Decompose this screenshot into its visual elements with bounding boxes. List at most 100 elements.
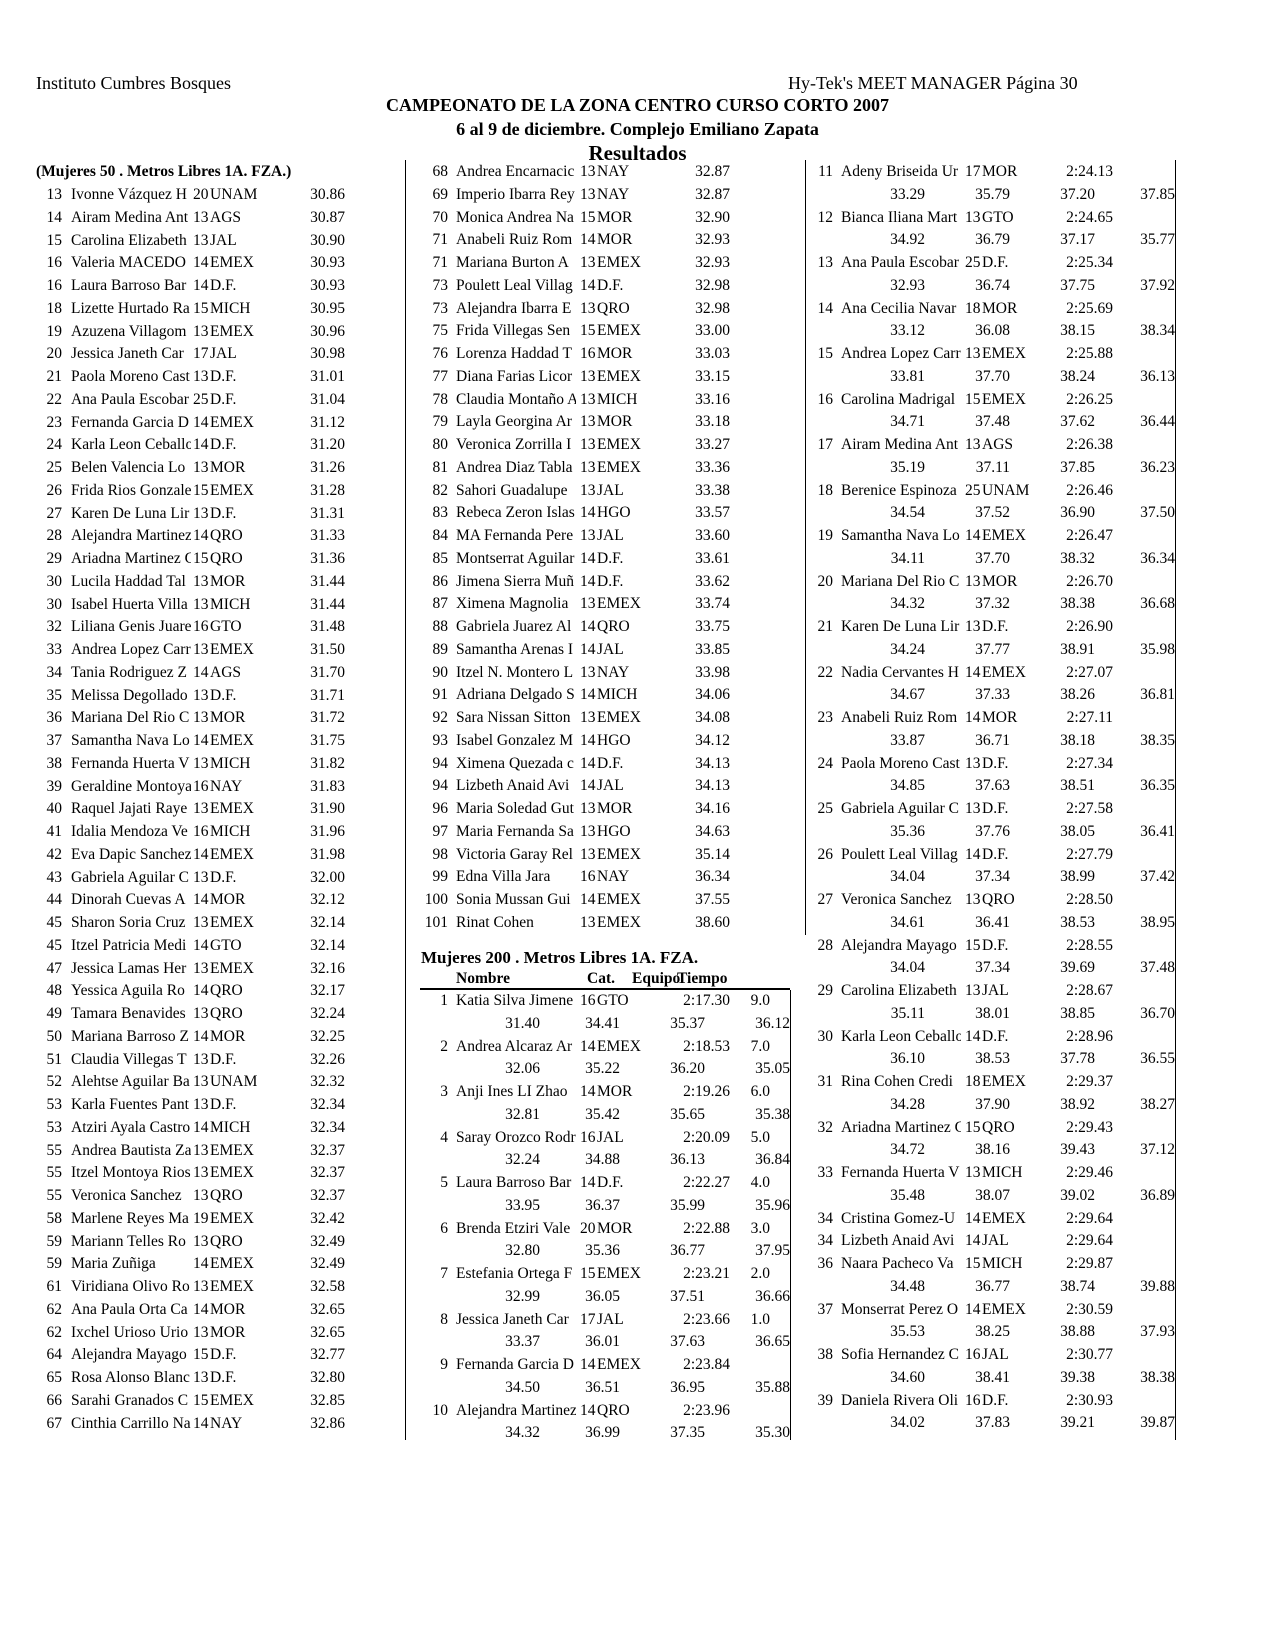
split-time: 36.68 (1140, 595, 1175, 613)
split-time: 34.28 (890, 1095, 925, 1113)
team: D.F. (210, 1369, 237, 1386)
split-time: 36.44 (1140, 413, 1175, 431)
time: 2:26.47 (1066, 527, 1113, 544)
swimmer-name: Mariann Telles Ro (71, 1232, 186, 1250)
time: 32.37 (310, 1141, 345, 1159)
place: 62 (46, 1300, 63, 1318)
age: 16 (965, 1346, 981, 1363)
time: 31.33 (310, 527, 345, 545)
time: 30.95 (310, 299, 345, 317)
swimmer-name: Sara Nissan Sitton (456, 709, 571, 726)
team: MOR (597, 1083, 633, 1100)
split-time: 37.75 (1060, 276, 1095, 294)
team: GTO (982, 208, 1014, 226)
split-time: 38.41 (975, 1368, 1010, 1386)
age: 14 (580, 1401, 596, 1419)
swimmer-name: Airam Medina Ant (71, 208, 189, 226)
team: D.F. (210, 1050, 237, 1068)
swimmer-name: Ana Paula Escobar (841, 254, 959, 271)
place: 53 (46, 1118, 63, 1136)
place: 38 (817, 1346, 834, 1363)
place: 94 (432, 777, 449, 795)
time: 31.82 (310, 754, 345, 772)
team: EMEX (982, 390, 1026, 408)
swimmer-name: Liliana Genis Juare (71, 618, 191, 636)
time: 2:26.46 (1066, 481, 1113, 499)
place: 69 (432, 185, 449, 203)
place: 64 (46, 1346, 63, 1364)
time: 2:30.93 (1066, 1391, 1113, 1409)
time: 30.98 (310, 345, 345, 363)
age: 14 (965, 1209, 981, 1227)
swimmer-name: Alejandra Mayago (71, 1346, 187, 1364)
age: 13 (193, 800, 209, 818)
swimmer-name: Yessica Aguila Ro (71, 982, 185, 1000)
place: 55 (46, 1187, 63, 1204)
time: 2:23.84 (683, 1356, 730, 1373)
swimmer-name: Fernanda Garcia D (71, 413, 189, 431)
age: 13 (193, 1141, 209, 1159)
swimmer-name: Ana Paula Escobar (71, 390, 189, 408)
team: JAL (597, 640, 624, 658)
age: 14 (193, 663, 209, 681)
age: 13 (580, 822, 596, 840)
swimmer-name: Poulett Leal Villag (456, 276, 573, 294)
points: 6.0 (750, 1083, 770, 1100)
place: 58 (46, 1209, 63, 1227)
age: 13 (193, 1278, 209, 1295)
team: EMEX (210, 845, 254, 863)
swimmer-name: Frida Rios Gonzale (71, 481, 191, 499)
place: 19 (46, 322, 63, 340)
team: MICH (210, 1118, 251, 1136)
place: 40 (46, 800, 63, 818)
swimmer-name: Maria Fernanda Sa (456, 822, 574, 840)
place: 44 (46, 891, 63, 909)
team: JAL (597, 1310, 624, 1328)
time: 31.28 (310, 481, 345, 499)
team: JAL (597, 527, 624, 544)
time: 31.48 (310, 618, 345, 636)
team: D.F. (210, 436, 237, 454)
time: 2:26.25 (1066, 390, 1113, 408)
split-time: 35.22 (585, 1060, 620, 1078)
time: 32.77 (310, 1346, 345, 1364)
time: 36.34 (695, 868, 730, 886)
split-time: 36.99 (585, 1424, 620, 1442)
team: D.F. (982, 1027, 1009, 1045)
team: AGS (210, 663, 242, 681)
place: 9 (440, 1356, 448, 1373)
team: MICH (597, 390, 638, 408)
age: 18 (965, 299, 981, 317)
place: 55 (46, 1164, 63, 1182)
age: 14 (965, 1027, 981, 1045)
place: 43 (46, 868, 63, 886)
split-time: 32.93 (890, 276, 925, 294)
age: 14 (193, 277, 209, 294)
place: 12 (817, 208, 834, 226)
split-time: 37.42 (1140, 868, 1175, 886)
swimmer-name: Veronica Sanchez (841, 891, 952, 908)
split-time: 36.05 (585, 1287, 620, 1305)
split-time: 37.11 (975, 458, 1010, 476)
split-time: 33.12 (890, 322, 925, 340)
age: 14 (965, 845, 981, 863)
split-time: 35.37 (670, 1014, 705, 1032)
split-time: 37.90 (975, 1095, 1010, 1113)
time: 2:28.67 (1066, 982, 1113, 999)
place: 20 (817, 572, 834, 590)
swimmer-name: MA Fernanda Pere (456, 527, 574, 544)
swimmer-name: Ximena Quezada c (456, 754, 574, 772)
swimmer-name: Lizette Hurtado Ra (71, 299, 190, 317)
swimmer-name: Monica Andrea Na (456, 208, 574, 226)
age: 13 (193, 1187, 209, 1204)
team: D.F. (982, 618, 1009, 635)
age: 13 (965, 982, 981, 999)
split-time: 34.54 (890, 504, 925, 522)
time: 33.74 (695, 595, 730, 613)
swimmer-name: Carolina Madrigal (841, 390, 956, 408)
place: 13 (46, 186, 63, 203)
time: 32.00 (310, 868, 345, 886)
team: HGO (597, 731, 631, 749)
age: 14 (965, 1232, 981, 1250)
time: 31.90 (310, 800, 345, 818)
